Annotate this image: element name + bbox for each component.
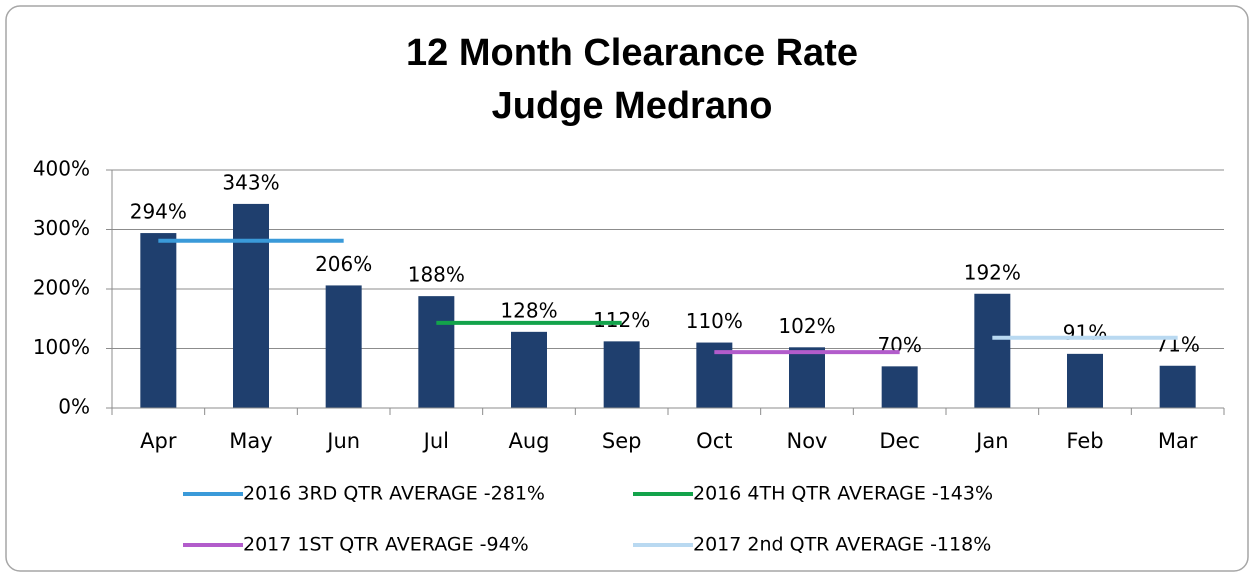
x-tick-label: Oct bbox=[696, 429, 732, 453]
legend-label: 2016 4TH QTR AVERAGE -143% bbox=[693, 483, 993, 505]
y-tick-label: 0% bbox=[58, 395, 90, 419]
legend-label: 2017 1ST QTR AVERAGE -94% bbox=[243, 534, 529, 556]
y-tick-label: 200% bbox=[33, 276, 90, 300]
x-tick-label: Aug bbox=[508, 429, 549, 453]
x-tick-label: Jan bbox=[974, 429, 1008, 453]
bar bbox=[881, 366, 918, 408]
bar bbox=[233, 203, 269, 408]
bar bbox=[1067, 353, 1103, 408]
x-tick-label: May bbox=[229, 429, 272, 453]
y-tick-label: 400% bbox=[33, 157, 90, 181]
data-label: 343% bbox=[222, 170, 279, 194]
bar bbox=[511, 331, 547, 408]
data-label: 128% bbox=[500, 298, 557, 322]
x-tick-label: Apr bbox=[140, 429, 177, 453]
x-tick-label: Jul bbox=[422, 429, 449, 453]
bar bbox=[974, 293, 1011, 408]
bar bbox=[325, 285, 362, 408]
legend-label: 2017 2nd QTR AVERAGE -118% bbox=[693, 534, 991, 556]
x-tick-label: Sep bbox=[602, 429, 642, 453]
x-tick-label: Jun bbox=[325, 429, 360, 453]
x-tick-label: Mar bbox=[1158, 429, 1198, 453]
data-label: 110% bbox=[686, 309, 743, 333]
bar bbox=[789, 347, 825, 408]
legend-label: 2016 3RD QTR AVERAGE -281% bbox=[243, 483, 545, 505]
bar bbox=[1159, 365, 1196, 408]
bar bbox=[418, 296, 455, 408]
y-tick-label: 100% bbox=[33, 335, 90, 359]
bar bbox=[603, 341, 640, 408]
y-tick-label: 300% bbox=[33, 216, 90, 240]
data-label: 91% bbox=[1063, 320, 1107, 344]
x-tick-label: Nov bbox=[787, 429, 828, 453]
x-tick-label: Dec bbox=[879, 429, 920, 453]
data-label: 206% bbox=[315, 252, 372, 276]
bar bbox=[140, 233, 177, 408]
chart-title: Judge Medrano bbox=[492, 85, 773, 127]
data-label: 294% bbox=[130, 200, 187, 224]
data-label: 102% bbox=[778, 314, 835, 338]
x-tick-label: Feb bbox=[1066, 429, 1103, 453]
data-label: 188% bbox=[408, 263, 465, 287]
chart-title: 12 Month Clearance Rate bbox=[406, 32, 858, 74]
data-label: 192% bbox=[964, 260, 1021, 284]
data-label: 112% bbox=[593, 308, 650, 332]
